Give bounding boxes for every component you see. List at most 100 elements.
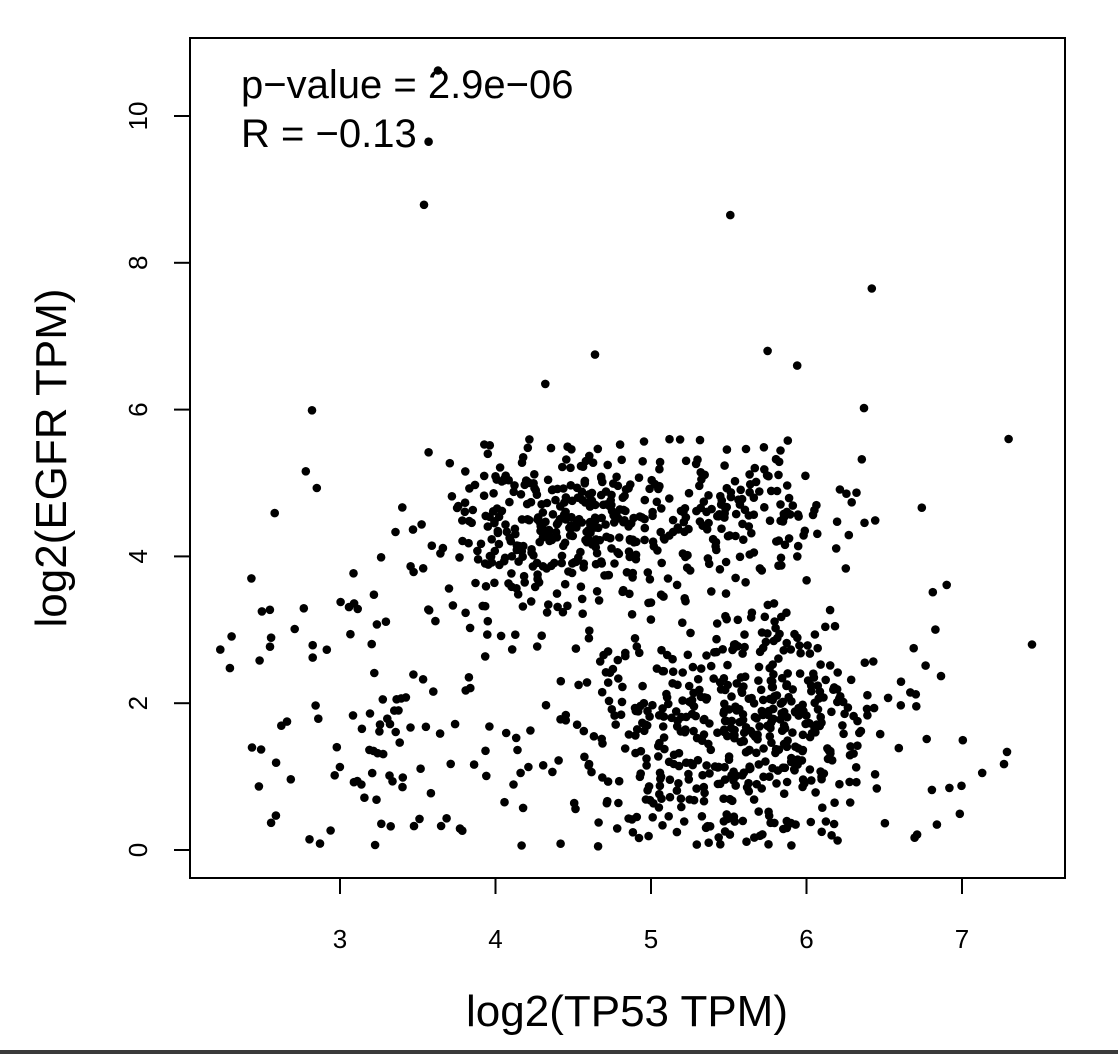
data-point (769, 714, 778, 724)
data-point (771, 623, 780, 633)
data-point (719, 794, 728, 803)
data-point (247, 574, 256, 583)
data-point (601, 487, 611, 496)
data-point (654, 752, 663, 761)
data-point (580, 477, 589, 487)
data-point (689, 795, 699, 805)
data-point (638, 681, 647, 691)
data-point (757, 628, 767, 637)
data-point (802, 576, 811, 585)
data-point (731, 509, 741, 519)
data-point (754, 662, 764, 672)
data-point (739, 535, 748, 544)
data-point (424, 606, 434, 615)
data-point (255, 656, 264, 665)
data-point (844, 530, 854, 540)
data-point (270, 508, 280, 518)
data-point (896, 677, 906, 686)
data-point (587, 488, 597, 498)
data-point (776, 553, 786, 563)
data-point (832, 517, 842, 526)
data-point (912, 702, 921, 711)
data-point (553, 602, 562, 612)
data-point (564, 567, 573, 576)
data-point (819, 769, 829, 778)
data-point (621, 651, 630, 661)
data-point (488, 507, 498, 516)
data-point (711, 542, 720, 551)
data-point (842, 489, 851, 499)
data-point (305, 835, 314, 844)
data-point (461, 686, 471, 695)
data-point (551, 495, 560, 505)
data-point (395, 738, 405, 747)
data-point (724, 752, 734, 761)
data-point (655, 481, 664, 491)
data-point (452, 503, 462, 513)
data-point (426, 788, 436, 798)
data-point (445, 458, 455, 468)
data-point (388, 777, 397, 786)
data-point (774, 561, 783, 570)
data-point (798, 730, 808, 740)
data-point (928, 587, 938, 597)
data-point (548, 510, 558, 519)
data-point (793, 633, 802, 642)
data-point (911, 690, 921, 699)
data-point (715, 565, 725, 574)
data-point (597, 687, 607, 697)
data-point (655, 464, 664, 474)
data-point (735, 552, 745, 562)
data-point (767, 738, 776, 747)
data-point (640, 523, 650, 533)
data-point (744, 746, 753, 755)
data-point (257, 607, 267, 616)
data-point (678, 668, 687, 677)
data-point (504, 579, 513, 588)
data-point (719, 725, 729, 734)
data-point (614, 776, 624, 786)
data-point (725, 830, 735, 839)
data-point (571, 644, 581, 653)
data-point (738, 771, 747, 780)
data-point (678, 618, 687, 627)
data-point (665, 434, 674, 444)
data-point (746, 613, 756, 622)
data-point (730, 733, 739, 743)
data-point (398, 773, 408, 782)
data-point (533, 570, 542, 579)
data-point (365, 709, 375, 718)
data-point (367, 768, 377, 778)
data-point (621, 506, 630, 516)
data-point (668, 679, 677, 688)
data-point (722, 445, 732, 454)
data-point (805, 718, 814, 728)
data-point (722, 810, 731, 819)
data-point (314, 714, 323, 723)
data-point (526, 597, 536, 606)
data-point (763, 721, 772, 731)
data-point (665, 775, 675, 784)
data-point (481, 582, 491, 591)
data-point (760, 465, 769, 474)
data-point (531, 486, 541, 495)
data-point (541, 700, 551, 710)
data-point (665, 792, 675, 802)
data-point (464, 538, 473, 548)
data-point (696, 468, 705, 477)
data-point (773, 633, 782, 643)
data-point (744, 787, 754, 796)
data-point (620, 744, 630, 753)
data-point (720, 699, 729, 709)
data-point (592, 587, 602, 596)
data-point (450, 719, 460, 729)
data-point (495, 560, 504, 570)
data-point (706, 661, 716, 671)
data-point (461, 467, 470, 476)
data-point (513, 745, 522, 755)
data-point (846, 675, 856, 685)
data-point (832, 685, 842, 694)
data-point (617, 697, 627, 707)
data-point (671, 707, 681, 716)
data-point (409, 670, 418, 679)
